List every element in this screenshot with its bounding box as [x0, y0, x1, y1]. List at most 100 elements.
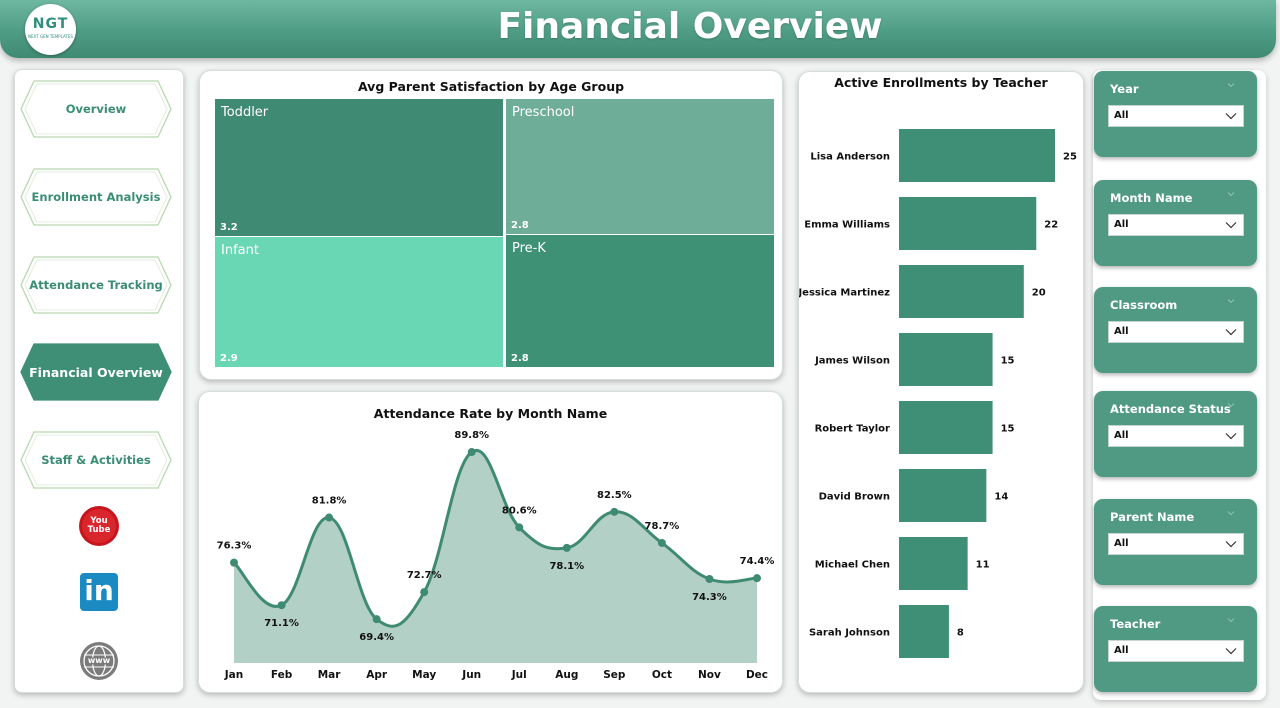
nav-item-attendance-tracking[interactable]: Attendance Tracking	[20, 256, 172, 314]
enrollment-bar[interactable]	[899, 605, 949, 658]
attendance-data-label: 80.6%	[502, 505, 537, 516]
filter-selected-value: All	[1114, 219, 1129, 230]
treemap-title: Avg Parent Satisfaction by Age Group	[357, 79, 625, 94]
page-title: Financial Overview	[497, 6, 883, 47]
attendance-chart: 76.3% Jan 71.1% Feb 81.8% Mar 69.4% Apr 72.7% May…	[217, 430, 775, 681]
enrollment-bar[interactable]	[899, 129, 1055, 182]
chevron-down-icon[interactable]	[1227, 616, 1235, 624]
attendance-x-tick: Jan	[224, 669, 243, 681]
enrollment-chart: Lisa Anderson 25 Emma Williams 22 Jessica Ma…	[799, 129, 1077, 658]
treemap-tile-pre-k[interactable]: Pre-K 2.8	[506, 235, 774, 367]
chevron-down-icon	[1225, 541, 1237, 548]
attendance-point-feb[interactable]	[277, 601, 286, 610]
attendance-x-tick: Jul	[511, 669, 527, 681]
chevron-down-icon[interactable]	[1227, 297, 1235, 305]
treemap-tile-label: Infant	[221, 243, 259, 258]
enrollment-value-label: 8	[957, 628, 964, 639]
filter-dropdown-teacher[interactable]: All	[1108, 640, 1244, 662]
filter-dropdown-attendance-status[interactable]: All	[1108, 425, 1244, 447]
attendance-point-jan[interactable]	[230, 558, 238, 567]
nav-panel: Overview Enrollment Analysis Attendance Tr…	[14, 69, 184, 693]
filter-selected-value: All	[1114, 538, 1129, 549]
chevron-down-icon[interactable]	[1227, 190, 1235, 198]
attendance-point-dec[interactable]	[753, 574, 761, 583]
globe-icon	[80, 642, 118, 680]
header-bar: NGT NEXT GEN TEMPLATES Financial Overvie…	[0, 0, 1276, 58]
enrollment-teacher-label: James Wilson	[814, 356, 890, 367]
attendance-data-label: 89.8%	[454, 430, 489, 441]
attendance-data-label: 69.4%	[359, 632, 394, 643]
chevron-down-icon	[1225, 329, 1237, 336]
enrollment-bar[interactable]	[899, 469, 987, 522]
globe-icon-text: www	[87, 656, 111, 665]
attendance-point-apr[interactable]	[372, 615, 381, 624]
attendance-x-tick: Jun	[461, 669, 481, 681]
nav-item-overview[interactable]: Overview	[20, 80, 172, 138]
filter-label: Parent Name	[1110, 510, 1195, 524]
attendance-data-label: 74.4%	[740, 556, 775, 567]
attendance-point-oct[interactable]	[657, 538, 666, 547]
enrollment-value-label: 20	[1032, 288, 1046, 299]
treemap-tile-label: Pre-K	[512, 241, 546, 256]
filter-parent-name: Parent Name All	[1094, 499, 1257, 585]
youtube-link[interactable]: You Tube	[78, 505, 120, 547]
attendance-point-mar[interactable]	[325, 513, 334, 522]
website-link[interactable]: www	[78, 640, 120, 682]
enrollment-teacher-label: Sarah Johnson	[809, 628, 890, 639]
attendance-point-nov[interactable]	[705, 575, 714, 584]
attendance-x-tick: Sep	[603, 669, 626, 681]
attendance-chart-panel: Attendance Rate by Month Name 76.3% Jan 71…	[198, 391, 783, 693]
chevron-down-icon[interactable]	[1227, 401, 1235, 409]
attendance-x-tick: Apr	[366, 669, 388, 681]
nav-item-staff-activities[interactable]: Staff & Activities	[20, 431, 172, 489]
attendance-data-label: 81.8%	[312, 496, 347, 507]
attendance-point-jun[interactable]	[467, 448, 476, 457]
enrollment-value-label: 15	[1001, 356, 1015, 367]
enrollment-bar[interactable]	[899, 333, 993, 386]
treemap-tile-toddler[interactable]: Toddler 3.2	[215, 99, 503, 236]
filter-dropdown-classroom[interactable]: All	[1108, 321, 1244, 343]
treemap-tile-preschool[interactable]: Preschool 2.8	[506, 99, 774, 234]
enrollment-bar[interactable]	[899, 401, 993, 454]
nav-item-financial-overview[interactable]: Financial Overview	[20, 343, 172, 401]
nav-item-label: Attendance Tracking	[29, 278, 163, 292]
attendance-point-aug[interactable]	[562, 543, 571, 552]
treemap-panel: Avg Parent Satisfaction by Age Group Tod…	[199, 70, 783, 380]
attendance-data-label: 76.3%	[217, 541, 252, 552]
filter-dropdown-year[interactable]: All	[1108, 105, 1244, 127]
attendance-x-tick: Dec	[746, 669, 768, 681]
attendance-x-tick: Nov	[698, 669, 721, 681]
attendance-area	[234, 450, 757, 663]
attendance-point-sep[interactable]	[610, 507, 619, 516]
enrollment-teacher-label: Robert Taylor	[815, 424, 890, 435]
attendance-x-tick: Oct	[652, 669, 672, 681]
nav-item-enrollment-analysis[interactable]: Enrollment Analysis	[20, 168, 172, 226]
attendance-point-may[interactable]	[420, 588, 429, 597]
linkedin-link[interactable]: in	[78, 571, 120, 613]
attendance-data-label: 72.7%	[407, 570, 442, 581]
attendance-data-label: 78.1%	[549, 561, 584, 572]
treemap-tile-label: Preschool	[512, 105, 575, 120]
attendance-point-jul[interactable]	[515, 523, 524, 532]
enrollment-bar[interactable]	[899, 537, 968, 590]
filter-dropdown-parent-name[interactable]: All	[1108, 533, 1244, 555]
enrollment-bar[interactable]	[899, 197, 1037, 250]
filter-month-name: Month Name All	[1094, 180, 1257, 266]
treemap-tile-infant[interactable]: Infant 2.9	[215, 237, 503, 367]
logo-text: NGT	[32, 16, 69, 32]
chevron-down-icon[interactable]	[1227, 81, 1235, 89]
filter-label: Classroom	[1110, 298, 1178, 312]
enrollment-teacher-label: Lisa Anderson	[810, 152, 890, 163]
enrollment-teacher-label: David Brown	[819, 492, 890, 503]
chevron-down-icon	[1225, 222, 1237, 229]
filter-label: Year	[1110, 82, 1139, 96]
filter-selected-value: All	[1114, 430, 1129, 441]
enrollment-teacher-label: Michael Chen	[815, 560, 890, 571]
enrollment-bar[interactable]	[899, 265, 1024, 318]
chevron-down-icon[interactable]	[1227, 509, 1235, 517]
linkedin-icon-text: in	[84, 574, 114, 607]
filter-dropdown-month-name[interactable]: All	[1108, 214, 1244, 236]
attendance-chart-title: Attendance Rate by Month Name	[373, 406, 608, 421]
youtube-icon-text: You Tube	[87, 516, 111, 535]
enrollment-value-label: 11	[976, 560, 990, 571]
